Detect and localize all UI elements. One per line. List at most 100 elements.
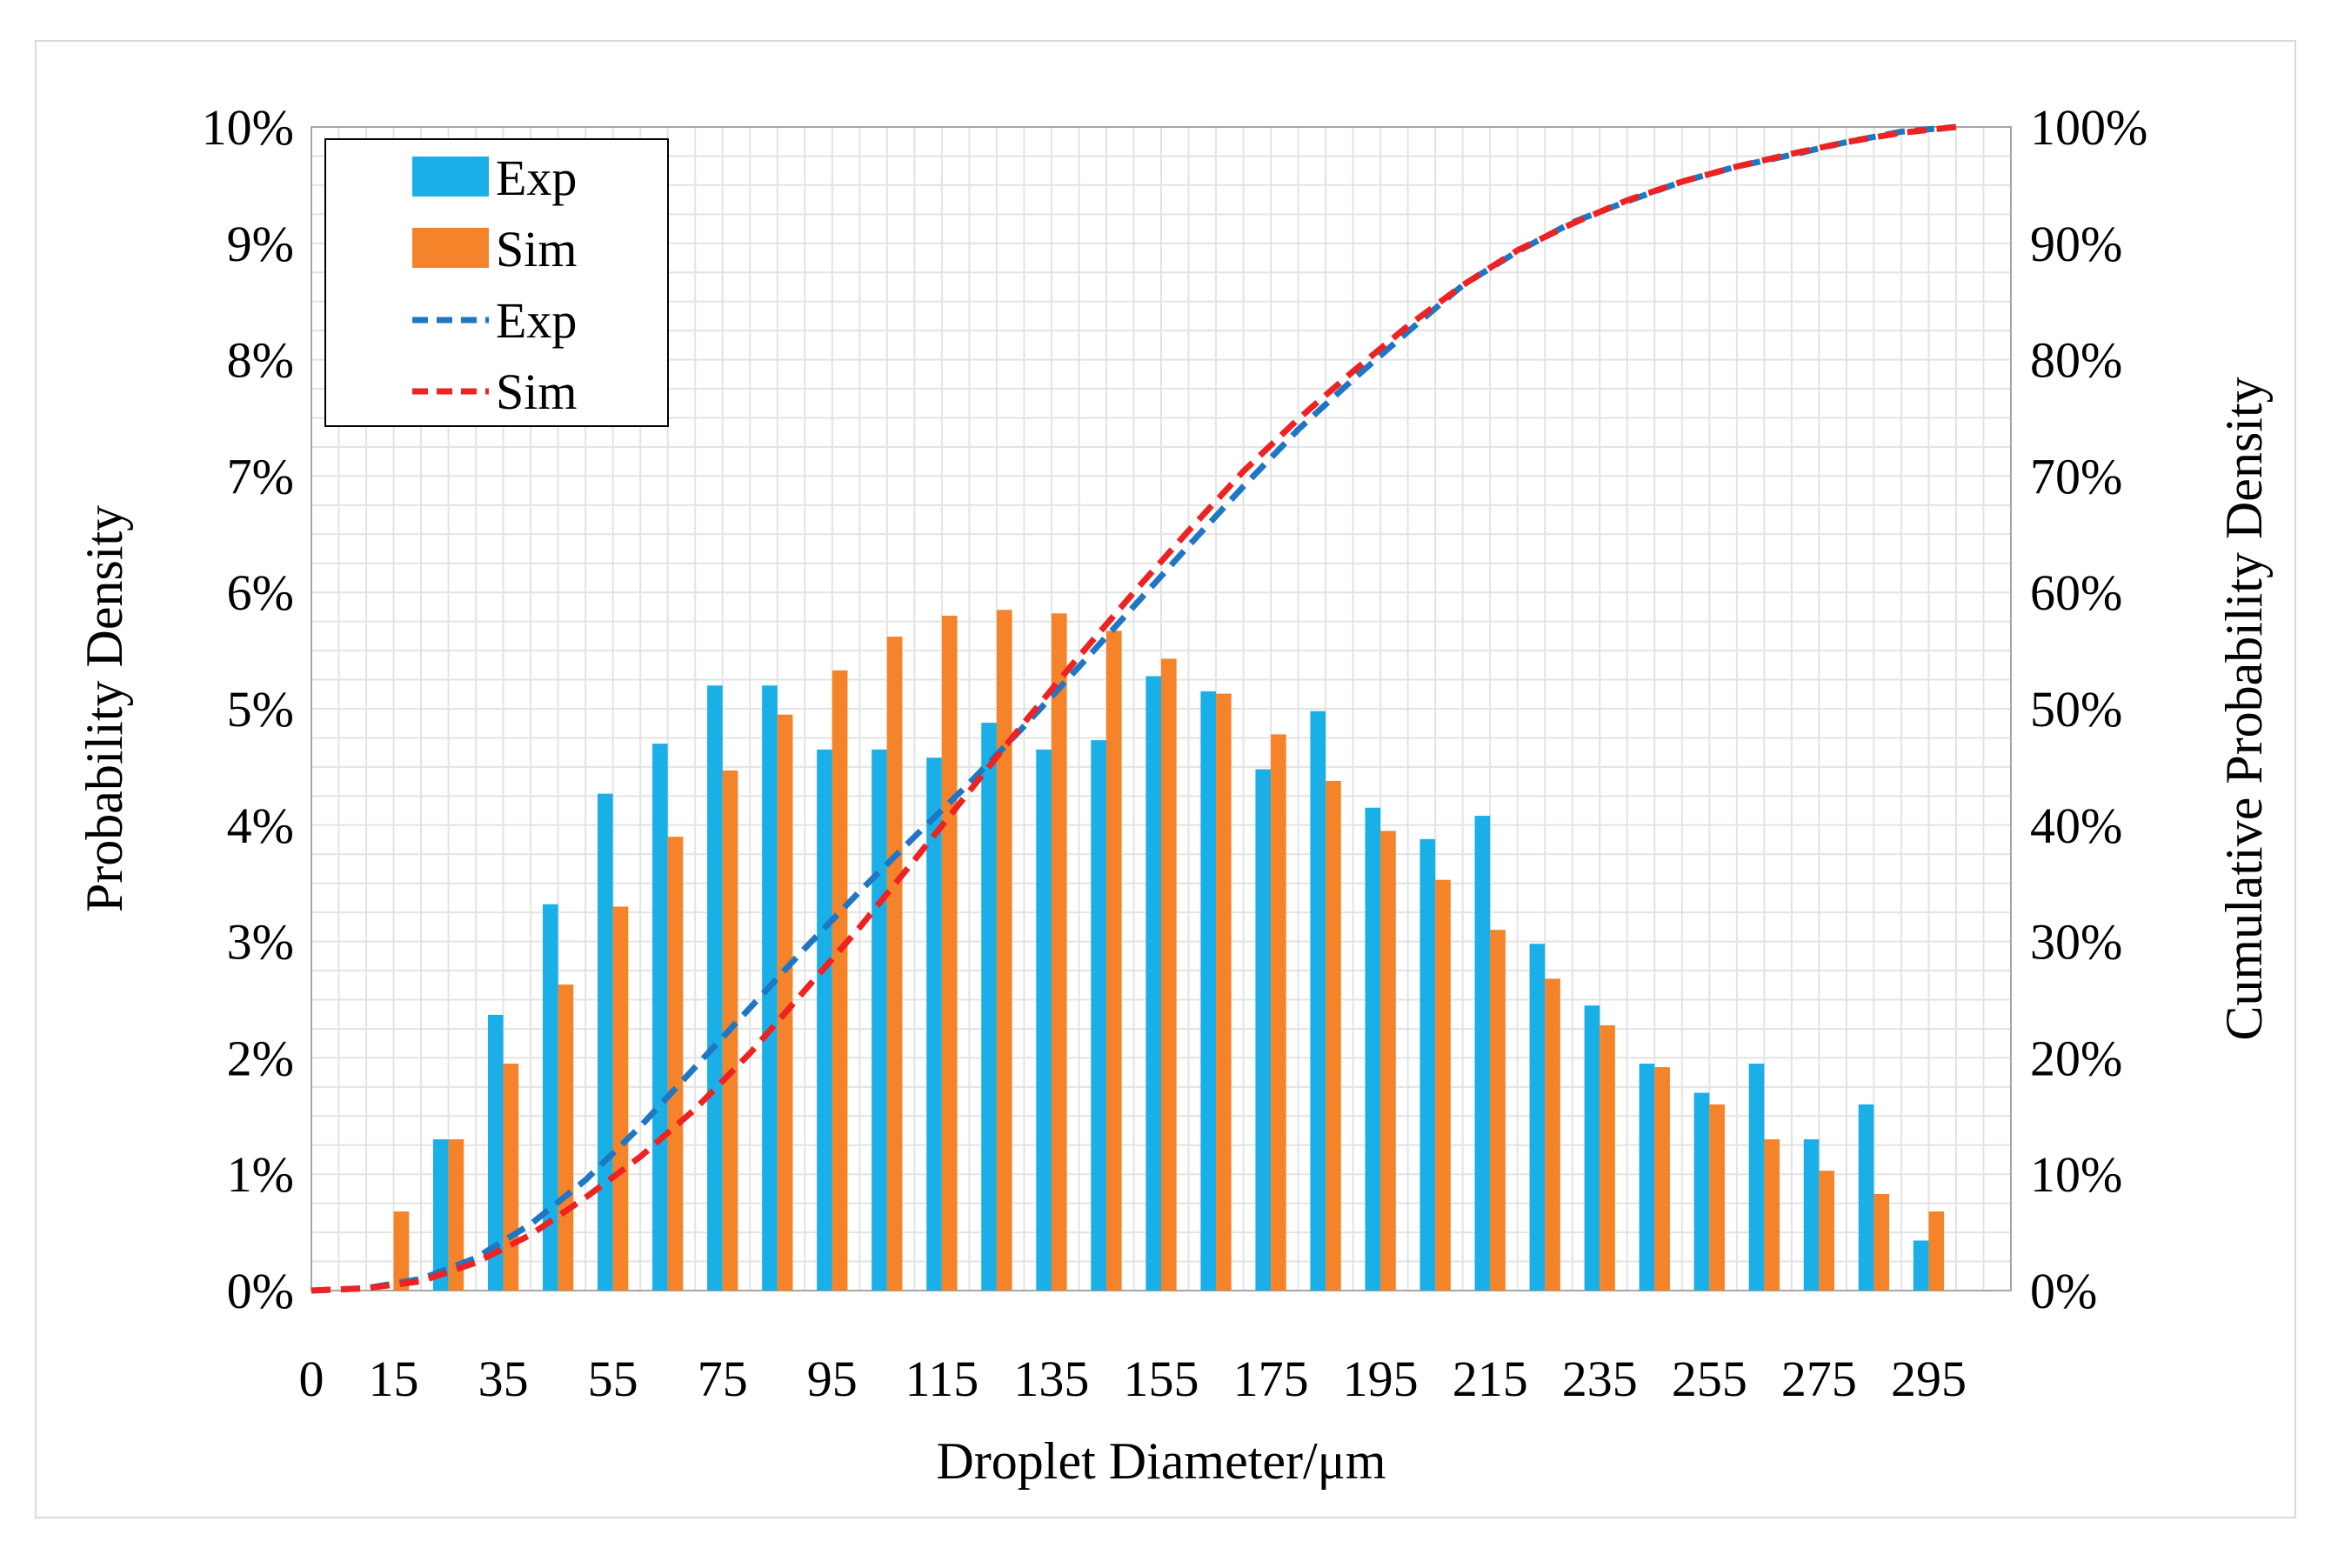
bar-sim-95 (832, 670, 848, 1291)
bar-exp-145 (1091, 740, 1106, 1291)
x-tick-label: 95 (807, 1351, 858, 1407)
y2-tick-label: 50% (2030, 681, 2122, 737)
bar-sim-25 (448, 1139, 464, 1291)
bar-sim-265 (1764, 1139, 1780, 1291)
bar-sim-195 (1380, 831, 1396, 1291)
bar-exp-215 (1474, 816, 1491, 1291)
cumulative-line-sim (311, 123, 1957, 1294)
x-tick-label: 55 (588, 1351, 638, 1407)
bar-sim-135 (1051, 613, 1067, 1291)
x-tick-label: 15 (369, 1351, 419, 1407)
bar-exp-245 (1639, 1064, 1655, 1291)
bar-sim-185 (1326, 780, 1341, 1291)
y-tick-label: 1% (227, 1146, 294, 1203)
bar-sim-115 (941, 615, 958, 1291)
y2-tick-label: 40% (2030, 797, 2122, 854)
bar-exp-115 (926, 757, 942, 1291)
bar-sim-175 (1271, 734, 1286, 1291)
x-tick-label: 0 (299, 1351, 324, 1407)
x-tick-label: 175 (1233, 1351, 1309, 1407)
y2-axis-title: Cumulative Probability Density (2215, 377, 2273, 1040)
bar-sim-165 (1216, 693, 1232, 1291)
bar-exp-105 (872, 749, 887, 1291)
bar-sim-155 (1161, 658, 1177, 1291)
x-tick-label: 75 (698, 1351, 748, 1407)
y-tick-label: 8% (227, 332, 294, 389)
x-tick-label: 35 (478, 1351, 529, 1407)
bar-exp-125 (981, 723, 997, 1291)
y2-tick-label: 80% (2030, 332, 2122, 389)
y-tick-label: 5% (227, 681, 294, 737)
bar-sim-35 (503, 1064, 519, 1291)
x-tick-label: 235 (1562, 1351, 1638, 1407)
x-tick-label: 215 (1453, 1351, 1528, 1407)
bar-exp-155 (1145, 676, 1161, 1291)
y-tick-label: 10% (202, 99, 294, 156)
bar-exp-165 (1200, 691, 1217, 1291)
bar-sim-285 (1873, 1193, 1890, 1291)
y-tick-label: 9% (227, 216, 294, 272)
x-tick-label: 255 (1672, 1351, 1747, 1407)
bar-sim-145 (1105, 631, 1122, 1291)
bar-sim-275 (1819, 1171, 1835, 1291)
y2-tick-label: 20% (2030, 1030, 2122, 1086)
bar-exp-175 (1255, 769, 1272, 1291)
y-tick-label: 2% (227, 1030, 294, 1086)
y-tick-label: 3% (227, 914, 294, 971)
y2-tick-label: 100% (2030, 99, 2147, 156)
bar-exp-205 (1419, 838, 1436, 1291)
bar-exp-295 (1913, 1240, 1929, 1291)
bar-exp-235 (1584, 1005, 1600, 1291)
x-tick-label: 155 (1124, 1351, 1199, 1407)
y2-tick-label: 90% (2030, 216, 2122, 272)
bar-exp-35 (487, 1014, 504, 1291)
bar-sim-55 (612, 906, 629, 1291)
x-axis-title: Droplet Diameter/μm (936, 1432, 1386, 1490)
bar-exp-285 (1858, 1104, 1874, 1291)
y2-tick-label: 30% (2030, 914, 2122, 971)
bar-sim-85 (777, 714, 793, 1291)
y-tick-label: 6% (227, 564, 294, 621)
bar-exp-265 (1748, 1064, 1765, 1291)
legend-label-sim: Sim (496, 364, 578, 420)
x-tick-label: 275 (1781, 1351, 1857, 1407)
y-tick-label: 7% (227, 448, 294, 504)
bar-exp-135 (1036, 749, 1052, 1291)
legend-swatch-sim-bar (412, 228, 489, 268)
bar-sim-65 (667, 837, 684, 1291)
bar-exp-185 (1310, 711, 1326, 1291)
bar-sim-225 (1545, 978, 1560, 1291)
legend-swatch-exp-bar (412, 157, 489, 197)
y-axis-title: Probability Density (76, 505, 133, 912)
bar-exp-55 (598, 793, 613, 1291)
y-tick-label: 4% (227, 797, 294, 854)
bar-sim-215 (1490, 930, 1506, 1291)
bar-exp-95 (817, 749, 832, 1291)
bar-sim-255 (1709, 1104, 1725, 1291)
x-tick-label: 295 (1891, 1351, 1967, 1407)
legend-label-exp: Exp (496, 292, 577, 349)
legend-label-exp: Exp (496, 150, 577, 206)
y2-tick-label: 60% (2030, 564, 2122, 621)
x-tick-label: 195 (1343, 1351, 1419, 1407)
bar-exp-25 (432, 1139, 449, 1291)
y-tick-label: 0% (227, 1263, 294, 1319)
bar-sim-235 (1600, 1024, 1615, 1291)
bar-sim-125 (996, 610, 1012, 1291)
bar-exp-275 (1803, 1139, 1820, 1291)
legend-label-sim: Sim (496, 221, 578, 277)
bar-sim-245 (1654, 1067, 1670, 1291)
legend-box (324, 138, 669, 427)
bar-sim-45 (558, 984, 574, 1291)
bar-exp-195 (1365, 807, 1381, 1291)
cumulative-line-exp (311, 123, 1957, 1294)
y2-tick-label: 0% (2030, 1263, 2097, 1319)
x-tick-label: 115 (905, 1351, 978, 1407)
bar-exp-225 (1529, 944, 1546, 1291)
bar-exp-75 (707, 685, 723, 1291)
bar-exp-65 (652, 744, 668, 1291)
y2-tick-label: 70% (2030, 448, 2122, 504)
bar-sim-105 (886, 637, 903, 1291)
bar-sim-15 (393, 1211, 410, 1291)
